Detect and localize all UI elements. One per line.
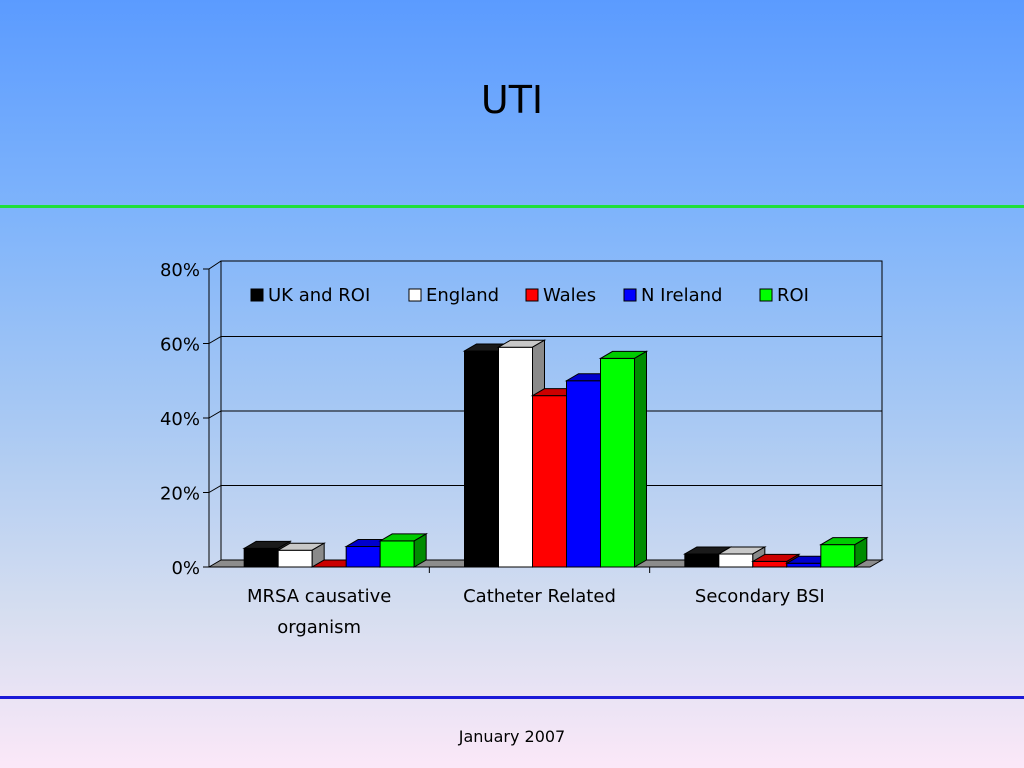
legend-swatch [623,288,637,302]
bar-front [464,350,499,568]
x-category-label: organism [277,617,361,638]
bar-front [718,553,754,568]
x-category-label: Catheter Related [463,586,616,607]
gridline [208,336,882,344]
bar-front [566,380,601,568]
y-tick-label: 60% [160,335,200,356]
y-tick-label: 80% [160,260,200,281]
legend-swatch [525,288,539,302]
bar-side [854,536,868,568]
gridline [208,410,882,419]
bar [716,546,767,568]
bottom-divider [0,696,1024,699]
bar-front [345,546,381,568]
top-divider [0,205,1024,208]
bar-front [600,357,635,568]
legend-label: ROI [777,285,809,306]
bars [242,339,869,568]
footer-date: January 2007 [458,727,566,746]
legend-swatch [250,288,264,302]
slide-title: UTI [480,78,544,122]
bar-front [243,547,279,568]
legend-swatch [759,288,773,302]
y-tick-label: 20% [160,484,200,505]
bar-side [413,533,427,568]
y-axis: 0% 20% 40% 60% 80% [160,260,651,579]
bar-front [277,549,313,568]
legend-label: N Ireland [641,285,722,306]
bar-front [684,553,720,568]
legend-item: England [408,285,499,306]
gridline [208,485,882,493]
bar-front [532,395,567,568]
bar [276,542,327,568]
bar [598,350,649,568]
legend-label: UK and ROI [268,285,370,306]
legend: UK and ROI England Wales N Ireland ROI [250,285,809,306]
legend-label: Wales [543,285,596,306]
legend-item: Wales [525,285,596,306]
bar-front [498,346,533,568]
gridlines [208,336,882,493]
legend-label: England [426,285,499,306]
bar [818,536,869,568]
bar [378,533,429,568]
y-tick-label: 0% [171,558,200,579]
bar-front [752,560,788,568]
bar-front [786,562,822,568]
y-tick-label: 40% [160,409,200,430]
x-category-label: Secondary BSI [695,586,825,607]
legend-item: ROI [759,285,809,306]
x-axis-labels: MRSA causative organism Catheter Related Se… [247,586,825,638]
bar-front [820,544,856,568]
x-category-label: MRSA causative [247,586,391,607]
bar-front [379,540,415,568]
legend-swatch [408,288,422,302]
legend-item: N Ireland [623,285,722,306]
legend-item: UK and ROI [250,285,370,306]
bar-side [634,350,647,568]
